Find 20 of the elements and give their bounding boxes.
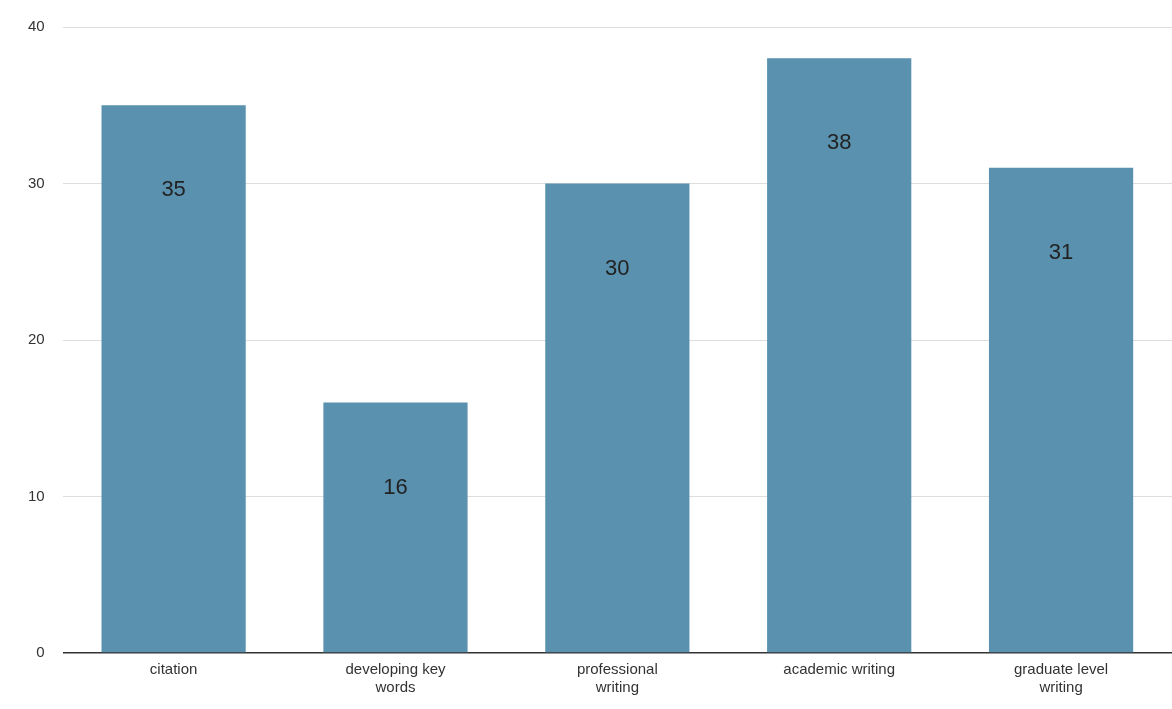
data-label: 38 (826, 129, 852, 155)
x-tick-label: developing key words (345, 660, 447, 696)
y-tick-label: 20 (28, 330, 45, 348)
bar (101, 105, 246, 653)
y-tick-label: 30 (28, 173, 45, 191)
data-label: 30 (605, 254, 630, 280)
data-label: 16 (383, 473, 408, 499)
x-tick-label: graduate level writing (1013, 660, 1109, 696)
y-tick-label: 0 (36, 643, 45, 661)
bar (323, 402, 468, 653)
x-tick-label: citation (149, 660, 198, 678)
x-tick-label: professional writing (576, 660, 658, 696)
data-label: 31 (1048, 238, 1074, 264)
bar (767, 58, 912, 653)
y-tick-label: 10 (28, 486, 45, 504)
y-tick-label: 40 (28, 17, 45, 35)
data-label: 35 (161, 176, 186, 202)
bar (988, 167, 1134, 653)
x-tick-label: academic writing (783, 660, 896, 678)
bar (545, 183, 690, 653)
